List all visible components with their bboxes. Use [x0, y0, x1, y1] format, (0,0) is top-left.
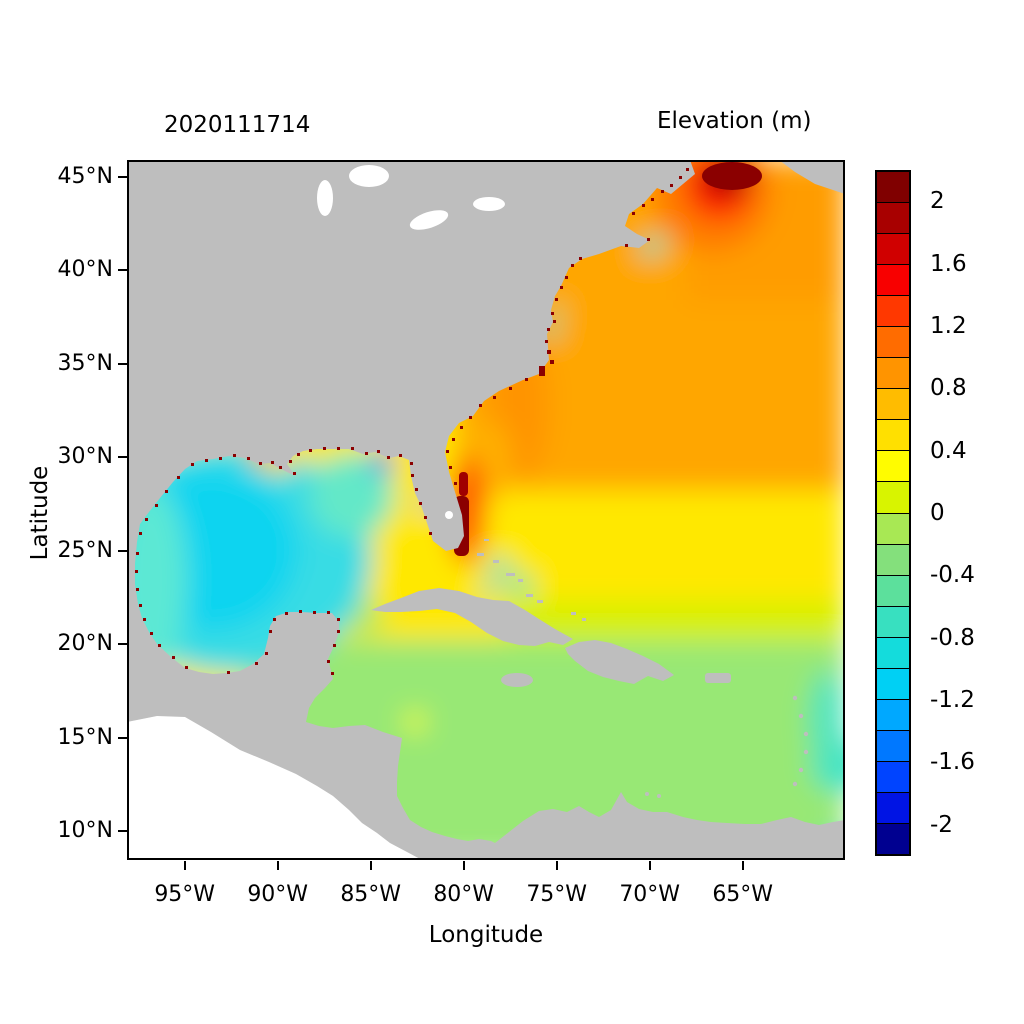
colorbar-segment — [877, 419, 909, 451]
y-tick-mark — [118, 269, 127, 272]
colorbar-segment — [877, 667, 909, 699]
colorbar-tick-label: -1.6 — [930, 749, 975, 776]
land-south-america — [479, 792, 845, 860]
x-tick-label: 70°W — [619, 882, 681, 907]
y-tick-mark — [118, 830, 127, 833]
land-north-america — [127, 160, 695, 860]
colorbar-segment — [877, 791, 909, 823]
colorbar-segment — [877, 264, 909, 296]
y-tick-label: 15°N — [57, 724, 113, 750]
y-tick-mark — [118, 456, 127, 459]
bay-of-fundy-maximum — [702, 162, 762, 190]
y-tick-label: 25°N — [57, 537, 113, 563]
colorbar-tick-label: 2 — [930, 188, 945, 215]
x-tick-mark — [462, 861, 465, 870]
x-tick-label: 90°W — [247, 882, 309, 907]
colorbar-segment — [877, 233, 909, 265]
plot-frame — [127, 160, 845, 860]
y-tick-mark — [118, 175, 127, 178]
colorbar-segment — [877, 295, 909, 327]
land-hispaniola — [565, 640, 674, 684]
colorbar-segment — [877, 574, 909, 606]
colorbar-segment — [877, 605, 909, 637]
colorbar-tick-label: -1.2 — [930, 687, 975, 714]
colorbar-segment — [877, 636, 909, 668]
land-nova-scotia — [779, 160, 845, 194]
y-tick-label: 40°N — [57, 257, 113, 283]
x-tick-mark — [369, 861, 372, 870]
coastal-high-elevation-speckles — [135, 168, 689, 675]
colorbar-segment — [877, 698, 909, 730]
y-tick-mark — [118, 549, 127, 552]
colorbar-tick-label: 0 — [930, 499, 945, 526]
colorbar-segment — [877, 729, 909, 761]
colorbar-tick-label: 0.4 — [930, 437, 967, 464]
colorbar-tick-label: 1.6 — [930, 250, 967, 277]
colorbar-segment — [877, 202, 909, 234]
colorbar-segment — [877, 512, 909, 544]
x-tick-label: 75°W — [526, 882, 588, 907]
colorbar-tick-label: -2 — [930, 811, 953, 838]
y-tick-label: 30°N — [57, 444, 113, 470]
colorbar-title: Elevation (m) — [657, 108, 812, 134]
land-bahamas — [477, 539, 586, 621]
elevation-map-plot — [127, 160, 845, 860]
y-tick-mark — [118, 362, 127, 365]
colorbar-segment — [877, 822, 909, 855]
colorbar-tick-label: -0.4 — [930, 562, 975, 589]
x-tick-mark — [741, 861, 744, 870]
land-masses — [127, 160, 845, 860]
lake-ontario — [473, 197, 505, 211]
y-tick-label: 35°N — [57, 350, 113, 376]
x-tick-label: 65°W — [712, 882, 774, 907]
y-tick-label: 45°N — [57, 163, 113, 189]
colorbar-segment — [877, 172, 909, 203]
x-tick-label: 95°W — [154, 882, 216, 907]
colorbar-tick-label: 1.2 — [930, 312, 967, 339]
colorbar-segment — [877, 450, 909, 482]
pacific-out-of-domain — [127, 716, 422, 860]
x-tick-mark — [276, 861, 279, 870]
timestamp-title: 2020111714 — [164, 112, 311, 138]
colorbar — [875, 170, 911, 856]
y-tick-mark — [118, 736, 127, 739]
lake-huron — [349, 165, 389, 187]
x-tick-label: 85°W — [340, 882, 402, 907]
colorbar-segment — [877, 357, 909, 389]
land-puerto-rico — [705, 673, 731, 683]
colorbar-tick-label: -0.8 — [930, 624, 975, 651]
lake-michigan — [317, 180, 333, 216]
colorbar-segment — [877, 481, 909, 513]
y-tick-label: 20°N — [57, 631, 113, 657]
colorbar-tick-label: 0.8 — [930, 375, 967, 402]
colorbar-segment — [877, 388, 909, 420]
x-tick-mark — [648, 861, 651, 870]
out-of-domain-areas — [127, 165, 505, 860]
lake-okeechobee — [445, 511, 453, 519]
colorbar-segment — [877, 760, 909, 792]
land-cuba — [371, 588, 573, 646]
lake-erie — [409, 210, 449, 230]
colorbar-segment — [877, 543, 909, 575]
y-tick-label: 10°N — [57, 818, 113, 844]
land-lesser-antilles — [645, 695, 809, 798]
land-jamaica — [501, 673, 533, 687]
florida-coast-maximum-north — [459, 472, 468, 496]
y-tick-mark — [118, 643, 127, 646]
x-axis-label: Longitude — [428, 922, 544, 948]
colorbar-segment — [877, 326, 909, 358]
x-tick-mark — [555, 861, 558, 870]
x-tick-mark — [183, 861, 186, 870]
x-tick-label: 80°W — [433, 882, 495, 907]
